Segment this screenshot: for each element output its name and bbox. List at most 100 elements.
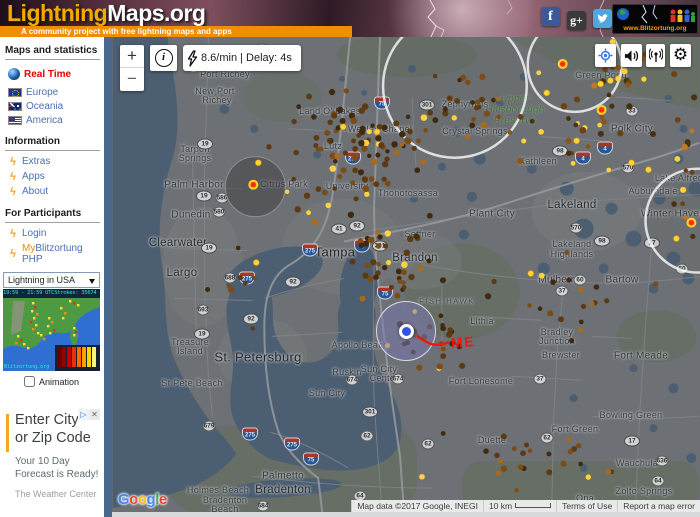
lightning-strike-dot <box>347 211 355 218</box>
google-logo-letter: l <box>155 491 159 508</box>
googleplus-icon[interactable]: g+ <box>567 11 586 30</box>
advertisement[interactable]: ▷ ✕ Enter City or Zip Code Your 10 Day F… <box>6 409 100 499</box>
lightning-strike-dot <box>368 176 375 182</box>
lightning-strike-dot <box>579 126 587 134</box>
settings-button[interactable]: ⚙ <box>670 44 691 67</box>
lightning-strike-dot <box>284 189 290 195</box>
map-city-label: Fort Green <box>551 424 599 434</box>
road-shield: 64 <box>651 475 665 487</box>
map-city-label: University <box>325 181 369 191</box>
report-map-error-link[interactable]: Report a map error <box>617 500 700 512</box>
lightning-strike-dot <box>364 262 371 269</box>
map-city-label: Mulberry <box>538 274 580 286</box>
adchoices-icon[interactable]: ▷ <box>78 409 89 420</box>
lightning-strike-dot <box>439 277 447 284</box>
map-city-label: Bradenton <box>202 495 248 505</box>
lightning-strike-layer <box>188 37 700 493</box>
lightning-strike-dot <box>500 433 507 440</box>
lightning-strike-dot <box>469 122 476 129</box>
globe-icon <box>8 68 20 80</box>
sidebar-item-america[interactable]: America <box>0 113 104 127</box>
animation-toggle-row: Animation <box>24 376 104 387</box>
lightning-strike-dot <box>356 133 362 138</box>
sound-button[interactable] <box>621 44 642 67</box>
map-scale[interactable]: 10 km <box>482 500 557 512</box>
lightning-strike-dot <box>406 235 414 243</box>
road-shield: 41 <box>331 223 347 235</box>
lightning-strike-recent <box>645 166 652 174</box>
sidebar-item-apps[interactable]: ϟ Apps <box>0 169 104 184</box>
lightning-strike-dot <box>438 313 444 319</box>
sidebar-item-extras[interactable]: ϟ Extras <box>0 154 104 169</box>
facebook-icon[interactable]: f <box>541 7 560 26</box>
sidebar-item-login[interactable]: ϟ Login <box>0 226 104 241</box>
map-city-label: Center <box>369 373 399 383</box>
lightning-strike-dot <box>375 230 380 235</box>
lightning-strike-dot <box>565 150 572 156</box>
lightning-strike-dot <box>550 279 556 285</box>
twitter-icon[interactable] <box>593 9 612 28</box>
lightning-strike-dot <box>361 103 369 110</box>
map-city-label: Palmetto <box>262 470 304 482</box>
terms-of-use-link[interactable]: Terms of Use <box>556 500 618 512</box>
blitzortung-banner[interactable]: www.Blitzortung.org <box>612 4 698 34</box>
map-city-label: Richey <box>202 95 232 105</box>
lightning-strike-dot <box>333 158 338 164</box>
ad-close-icon[interactable]: ✕ <box>89 409 100 420</box>
lightning-strike-dot <box>464 134 470 140</box>
map-city-label: FISH HAWK <box>419 296 475 306</box>
lightning-strike-dot <box>496 470 502 476</box>
lightning-strike-dot <box>491 278 497 285</box>
lightning-strike-dot <box>690 233 696 239</box>
my-location-button[interactable] <box>595 44 616 67</box>
lightning-strike-dot <box>227 283 233 289</box>
map-region-select[interactable]: Lightning in USA <box>3 272 100 288</box>
animation-checkbox[interactable] <box>24 376 35 387</box>
ad-accent-bar <box>6 414 9 452</box>
road-shield: 75 <box>303 452 319 466</box>
lightning-strike-dot <box>580 303 587 310</box>
google-logo-letter: e <box>158 491 167 508</box>
google-logo[interactable]: Google <box>118 491 167 508</box>
map-city-label: Hillsborough <box>485 105 544 116</box>
site-logo[interactable]: LightningMaps.org <box>7 0 206 27</box>
lightning-strike-dot <box>617 129 624 137</box>
zoom-out-button[interactable]: − <box>127 69 137 88</box>
lightning-strike-dot <box>358 140 365 147</box>
sidebar-item-europe[interactable]: Europe <box>0 85 104 99</box>
lightning-strike-dot <box>377 234 383 240</box>
my-location-icon <box>598 48 613 63</box>
lightning-strike-dot <box>578 327 584 333</box>
lightning-strike-dot <box>615 75 622 82</box>
sidebar-item-myblitzortung[interactable]: ϟ MyBlitzortung PHP <box>0 241 104 266</box>
map-city-label: Brandon <box>392 252 438 264</box>
sidebar-item-about[interactable]: ϟ About <box>0 184 104 199</box>
map-city-label: Holmes Beach <box>186 485 250 495</box>
lightning-strike-dot <box>362 185 370 192</box>
usa-lightning-thumbnail[interactable]: 19:59 - 21:59 UTCStrokes: 35674 Blitzort… <box>3 289 100 371</box>
map-city-label: Largo <box>166 267 198 279</box>
zoom-in-button[interactable]: + <box>120 45 144 68</box>
road-shield: 98 <box>594 235 610 247</box>
lightning-strike-dot <box>438 341 444 347</box>
lightning-strike-dot <box>384 230 391 237</box>
lightning-strike-dot <box>408 273 415 281</box>
ad-headline[interactable]: Enter City or Zip Code <box>15 412 91 446</box>
lightning-strike-dot <box>339 118 346 125</box>
stations-button[interactable] <box>646 44 665 67</box>
lightning-strike-dot <box>348 112 356 119</box>
road-shield: 688 <box>223 272 237 284</box>
sidebar-item-real-time[interactable]: Real Time <box>0 63 104 85</box>
sidebar-item-oceania[interactable]: Oceania <box>0 99 104 113</box>
lightning-strike-dot <box>671 201 677 207</box>
lightning-strike-dot <box>373 181 380 188</box>
lightning-strike-dot <box>350 180 356 186</box>
lightning-strike-dot <box>362 272 369 279</box>
window-bottom-strip <box>112 512 700 517</box>
strike-rate-box[interactable]: 8.6/min | Delay: 4s <box>183 45 301 71</box>
info-button[interactable]: i <box>150 45 177 71</box>
lightning-strike-dot <box>626 103 633 110</box>
lightning-strike-dot <box>480 121 488 129</box>
lightning-strike-dot <box>604 298 610 304</box>
